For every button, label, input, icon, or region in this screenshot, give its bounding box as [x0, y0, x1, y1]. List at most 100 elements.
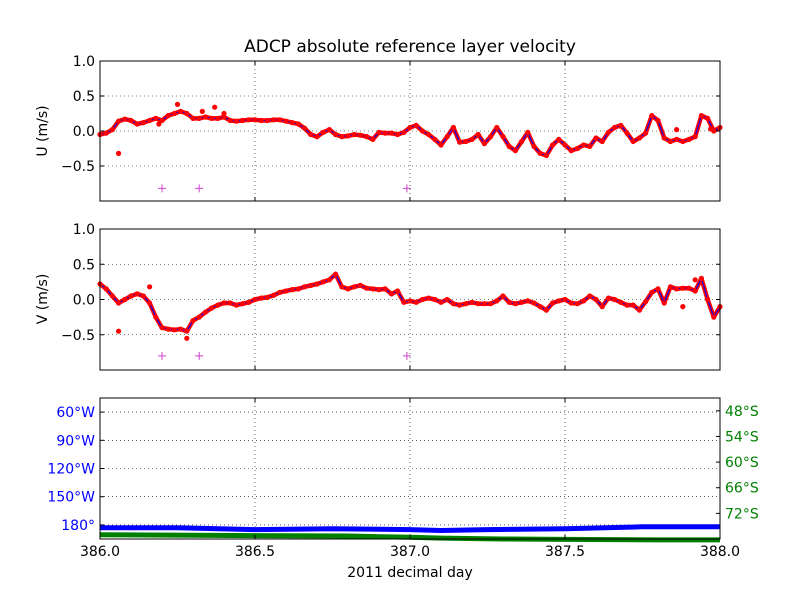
v-data-point: [209, 305, 215, 311]
v-data-point: [556, 298, 562, 304]
u-data-point: [401, 129, 407, 135]
v-data-point: [184, 328, 190, 334]
u-data-point: [376, 129, 382, 135]
u-data-point: [556, 136, 562, 142]
u-outlier-point: [221, 110, 227, 117]
v-data-point: [215, 302, 221, 308]
u-data-point: [574, 145, 581, 152]
v-data-point: [333, 271, 339, 277]
u-data-point: [481, 141, 487, 147]
u-data-point: [240, 117, 246, 124]
u-data-point: [116, 118, 122, 124]
v-data-point: [103, 286, 109, 292]
v-data-point: [134, 291, 140, 297]
v-data-point: [308, 282, 314, 288]
u-data-point: [698, 113, 705, 119]
v-data-point: [227, 300, 233, 306]
v-data-point: [388, 291, 394, 297]
u-data-point: [562, 142, 568, 148]
v-data-point: [636, 307, 643, 313]
u-data-point: [345, 133, 351, 139]
v-data-point: [605, 295, 612, 301]
v-data-point: [444, 296, 450, 303]
u-data-point: [494, 124, 500, 131]
u-data-point: [543, 152, 550, 159]
u-data-point: [196, 115, 202, 121]
v-data-point: [283, 288, 289, 294]
v-data-point: [314, 281, 320, 287]
u-data-point: [140, 120, 146, 126]
day-tick-label: 387.0: [390, 544, 430, 560]
u-data-point: [643, 130, 649, 136]
u-data-point: [469, 136, 475, 142]
u-data-point: [153, 115, 159, 121]
u-data-point: [463, 138, 469, 145]
v-data-point: [345, 286, 351, 292]
u-data-point: [227, 117, 233, 124]
v-data-point: [537, 304, 543, 310]
v-data-point: [221, 300, 227, 306]
u-data-point: [264, 117, 270, 124]
u-data-point: [649, 113, 655, 119]
v-data-point: [202, 309, 208, 315]
v-outlier-point: [147, 284, 153, 290]
v-data-point: [599, 304, 605, 310]
u-data-point: [655, 117, 661, 124]
v-data-point: [568, 300, 574, 306]
u-data-point: [184, 110, 190, 117]
u-data-points: [97, 101, 723, 159]
v-flag-marker: [195, 351, 204, 360]
u-data-point: [531, 143, 537, 149]
v-data-point: [612, 296, 618, 303]
u-data-point: [178, 108, 184, 114]
chart-title: ADCP absolute reference layer velocity: [244, 37, 576, 57]
u-data-point: [314, 134, 320, 140]
v-data-point: [320, 279, 326, 285]
v-data-point: [264, 294, 270, 300]
u-data-point: [215, 115, 221, 121]
u-data-point: [413, 122, 419, 128]
u-data-point: [636, 135, 643, 141]
v-outlier-point: [116, 328, 122, 334]
v-data-point: [512, 301, 519, 307]
u-data-point: [667, 138, 674, 145]
u-flag-markers: [158, 184, 411, 193]
u-data-point: [165, 113, 171, 119]
u-data-point: [587, 143, 593, 149]
u-flag-marker: [195, 184, 204, 193]
u-y-ticks: −0.5 0.0 0.5 1.0: [61, 54, 720, 175]
u-data-point: [395, 131, 401, 138]
v-data-point: [240, 301, 246, 307]
u-data-point: [438, 142, 444, 148]
u-data-point: [680, 138, 686, 145]
u-outlier-point: [674, 127, 680, 133]
u-data-point: [202, 114, 208, 120]
latitude-tick-label: 66°S: [725, 481, 759, 497]
v-data-point: [630, 302, 636, 308]
v-data-point: [457, 302, 463, 308]
u-data-point: [382, 130, 388, 136]
v-data-point: [302, 284, 308, 290]
longitude-series-line: [100, 524, 720, 533]
v-x-ticks: [99, 229, 721, 370]
v-data-point: [698, 275, 705, 281]
u-data-point: [692, 134, 698, 140]
v-data-point: [277, 289, 283, 295]
day-tick-label: 388.0: [700, 544, 740, 560]
v-data-point: [407, 298, 413, 304]
u-data-point: [506, 143, 512, 149]
u-data-point: [295, 121, 301, 127]
v-data-point: [506, 299, 512, 305]
v-outlier-point: [680, 304, 686, 310]
v-data-point: [413, 299, 419, 305]
u-data-point: [333, 131, 339, 138]
u-data-point: [605, 129, 612, 135]
v-data-point: [419, 296, 425, 303]
v-data-point: [488, 301, 494, 307]
v-data-point: [587, 293, 593, 299]
u-flag-marker: [158, 184, 166, 193]
v-data-point: [667, 284, 674, 290]
u-outlier-point: [156, 121, 162, 127]
v-data-point: [246, 299, 252, 305]
u-data-point: [159, 117, 165, 124]
